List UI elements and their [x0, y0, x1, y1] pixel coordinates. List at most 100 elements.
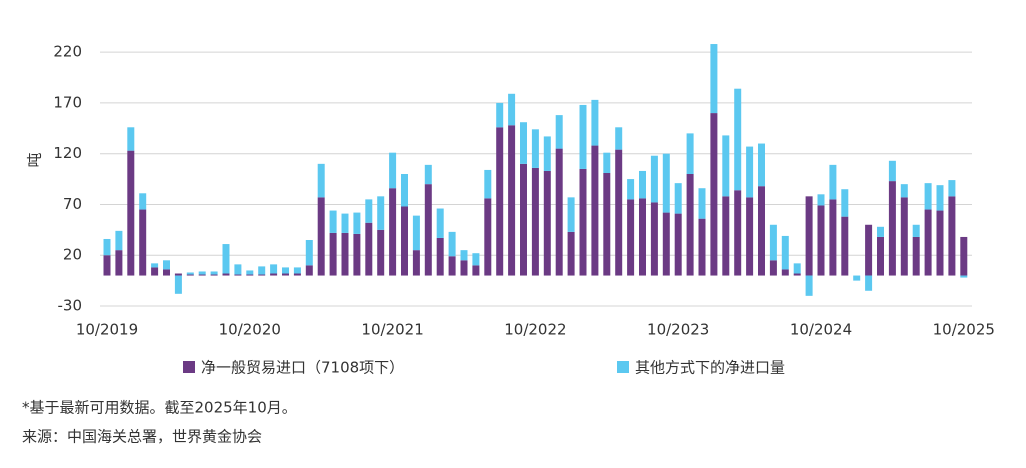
bar-segment: [115, 230, 123, 251]
bar-segment: [817, 194, 825, 206]
bar-segment: [888, 160, 896, 182]
bar-segment: [722, 135, 730, 197]
bar-segment: [317, 163, 325, 198]
bar-segment: [520, 163, 527, 276]
bar-segment: [591, 145, 599, 276]
bar-segment: [365, 222, 373, 276]
bar-segment: [222, 244, 230, 274]
bar-segment: [793, 273, 801, 276]
y-tick-label: -30: [58, 297, 83, 315]
bar-segment: [829, 164, 837, 200]
x-tick-label: 10/2022: [504, 321, 566, 339]
bar-segment: [888, 181, 896, 276]
bar-segment: [615, 127, 623, 150]
y-tick-label: 170: [53, 93, 82, 111]
bar-segment: [627, 179, 635, 200]
bar-segment: [401, 206, 408, 276]
bar-segment: [960, 275, 968, 278]
bar-segment: [472, 253, 480, 266]
bar-segment: [151, 267, 159, 276]
bar-segment: [282, 273, 289, 276]
x-tick-label: 10/2020: [219, 321, 281, 339]
bar-segment: [579, 168, 587, 276]
bar-segment: [531, 167, 539, 276]
bar-segment: [805, 196, 813, 276]
bar-segment: [781, 235, 789, 270]
bar-segment: [460, 250, 468, 261]
bar-segment: [484, 198, 492, 276]
bar-segment: [817, 205, 825, 276]
bar-segment: [662, 212, 670, 276]
bar-segment: [436, 208, 444, 238]
bar-segment: [270, 273, 278, 276]
bar-segment: [543, 136, 551, 171]
bar-segment: [460, 260, 468, 276]
bar-segment: [127, 127, 135, 151]
bar-segment: [198, 274, 206, 276]
bar-segment: [258, 274, 266, 276]
bar-segment: [627, 199, 635, 276]
bar-segment: [829, 199, 837, 276]
bar-segment: [734, 88, 742, 191]
bar-segment: [282, 267, 289, 274]
bar-segment: [115, 250, 123, 276]
bar-segment: [163, 269, 170, 276]
bar-segment: [746, 197, 754, 276]
bar-segment: [508, 125, 516, 276]
bar-segment: [936, 185, 944, 211]
bar-segment: [591, 99, 599, 146]
bar-segment: [174, 273, 182, 276]
bar-segment: [900, 197, 908, 276]
bar-segment: [234, 264, 242, 275]
bar-segment: [508, 93, 516, 126]
bar-segment: [698, 218, 706, 276]
bar-segment: [186, 274, 194, 276]
bar-segment: [674, 183, 682, 214]
bar-segment: [698, 188, 706, 219]
bar-segment: [650, 155, 658, 203]
x-tick-label: 10/2021: [361, 321, 423, 339]
bar-segment: [151, 263, 159, 268]
footnote: *基于最新可用数据。截至2025年10月。: [22, 399, 297, 417]
bar-segment: [531, 129, 539, 168]
legend-label: 净一般贸易进口（7108项下）: [201, 359, 404, 377]
bar-segment: [960, 236, 968, 276]
bar-segment: [412, 250, 420, 276]
bar-segment: [900, 184, 908, 198]
bar-segment: [341, 213, 349, 233]
bar-segment: [305, 265, 313, 276]
bar-segment: [246, 274, 254, 276]
bar-segment: [734, 190, 742, 276]
bar-segment: [103, 255, 111, 276]
bar-segment: [662, 153, 670, 213]
bar-segment: [793, 263, 801, 274]
bar-segment: [246, 270, 254, 275]
footnote: 来源：中国海关总署，世界黄金协会: [22, 428, 262, 446]
legend-swatch: [183, 361, 195, 373]
y-tick-label: 120: [53, 144, 82, 162]
bar-segment: [163, 260, 170, 270]
bar-segment: [567, 231, 575, 276]
x-tick-label: 10/2023: [647, 321, 709, 339]
bar-segment: [877, 236, 884, 276]
bar-segment: [139, 209, 147, 276]
bar-segment: [722, 196, 730, 276]
bar-segment: [472, 265, 480, 276]
bar-segment: [424, 184, 432, 276]
bar-segment: [948, 180, 956, 197]
bar-segment: [448, 231, 456, 257]
bar-segment: [781, 269, 789, 276]
bar-segment: [484, 169, 492, 199]
bar-segment: [258, 266, 266, 275]
bar-segment: [329, 232, 337, 276]
bar-segment: [924, 183, 932, 210]
bar-segment: [615, 149, 623, 276]
bar-segment: [841, 216, 849, 276]
bar-segment: [317, 197, 325, 276]
x-tick-label: 10/2019: [76, 321, 138, 339]
x-tick-label: 10/2024: [790, 321, 852, 339]
bar-segment: [865, 224, 873, 276]
bar-segment: [865, 275, 873, 291]
bar-segment: [948, 196, 956, 276]
